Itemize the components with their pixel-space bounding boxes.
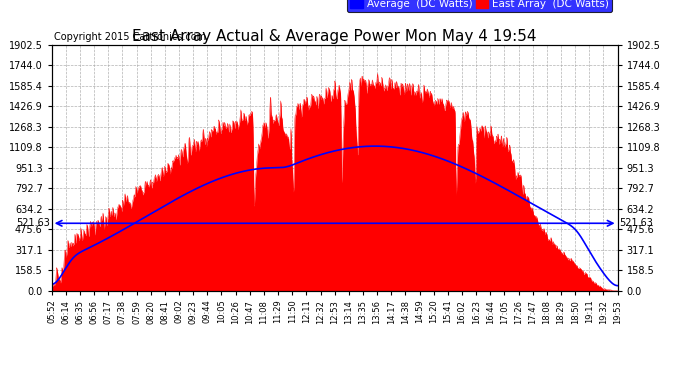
Legend: Average  (DC Watts), East Array  (DC Watts): Average (DC Watts), East Array (DC Watts… (347, 0, 612, 12)
Text: Copyright 2015 Cartronics.com: Copyright 2015 Cartronics.com (54, 32, 206, 42)
Text: 521.63: 521.63 (17, 218, 50, 228)
Text: 521.63: 521.63 (619, 218, 653, 228)
Title: East Array Actual & Average Power Mon May 4 19:54: East Array Actual & Average Power Mon Ma… (132, 29, 537, 44)
